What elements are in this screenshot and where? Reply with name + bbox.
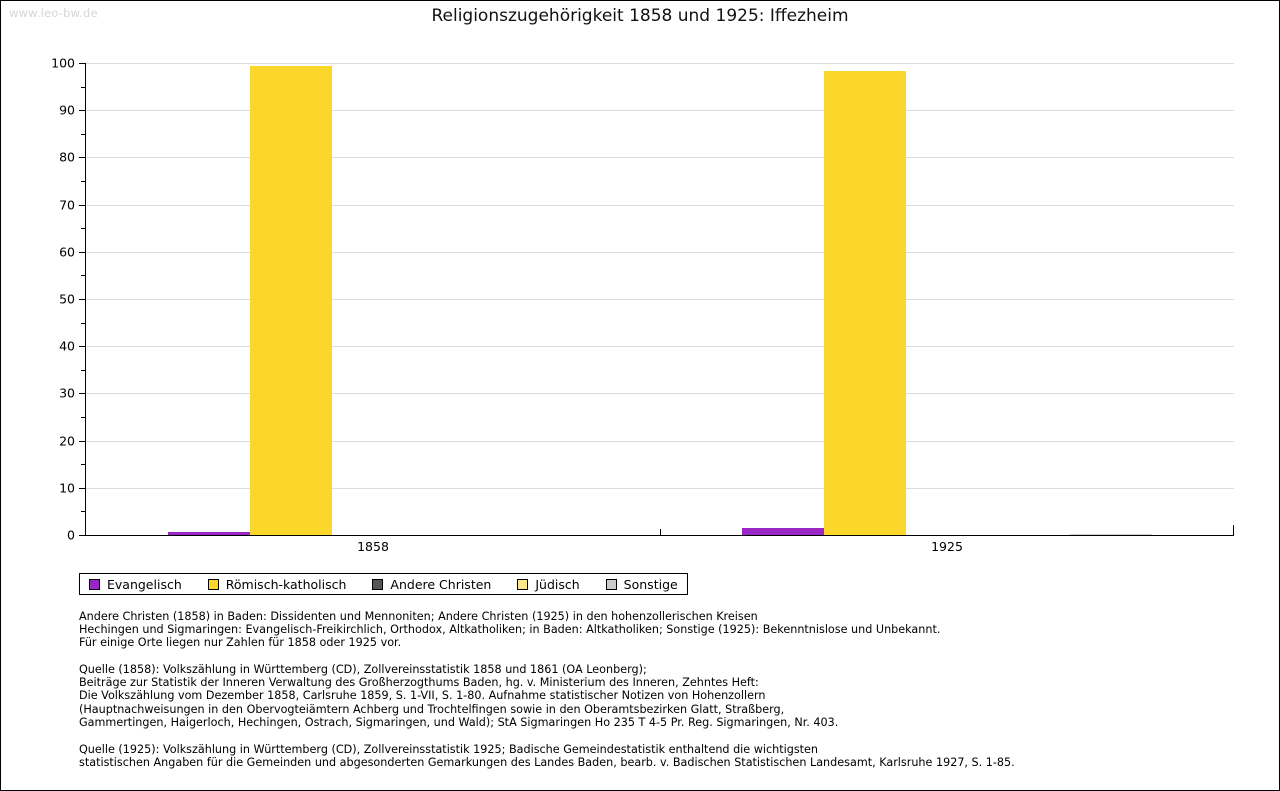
footnote-block: Andere Christen (1858) in Baden: Disside… (79, 610, 1219, 649)
x-axis-category-label: 1858 (357, 539, 389, 554)
footnotes: Andere Christen (1858) in Baden: Disside… (79, 610, 1219, 783)
y-axis-tick-label: 20 (59, 433, 75, 449)
bar[interactable] (1070, 534, 1152, 535)
y-axis-tick (79, 157, 86, 159)
y-axis-minor-tick (81, 181, 86, 182)
gridline (86, 299, 1234, 300)
gridline (86, 63, 1234, 64)
y-axis-tick (79, 204, 86, 206)
footnote-line: Hechingen und Sigmaringen: Evangelisch-F… (79, 623, 941, 637)
legend-label: Jüdisch (535, 576, 580, 592)
y-axis-minor-tick (81, 228, 86, 230)
y-axis-tick (79, 487, 86, 489)
footnote-line: Quelle (1925): Volkszählung in Württembe… (79, 742, 819, 756)
plot-area: 0 10 20 30 40 50 60 70 80 90 100 (51, 56, 1234, 543)
y-axis-tick-label: 40 (59, 338, 75, 354)
page-title: Religionszugehörigkeit 1858 und 1925: If… (431, 6, 849, 26)
x-axis-category-label: 1925 (931, 539, 963, 554)
x-axis-end-tick (1233, 525, 1234, 536)
footnote-line: (Hauptnachweisungen in den Obervogteiämt… (79, 702, 785, 716)
bar[interactable] (742, 528, 824, 535)
watermark: www.leo-bw.de (9, 6, 98, 20)
y-axis-tick (79, 440, 86, 442)
x-axis-line (85, 535, 1234, 536)
y-axis-tick-label: 30 (59, 385, 75, 401)
bar[interactable] (250, 66, 332, 535)
footnote-line: Die Volkszählung vom Dezember 1858, Carl… (79, 689, 766, 703)
legend-item[interactable]: Jüdisch (517, 576, 580, 592)
x-axis-group-separator-tick (660, 529, 661, 536)
footnote-block: Quelle (1925): Volkszählung in Württembe… (79, 743, 1219, 769)
footnote-line: statistischen Angaben für die Gemeinden … (79, 755, 1015, 769)
legend-label: Andere Christen (390, 576, 492, 592)
legend-swatch-icon (372, 578, 384, 590)
gridline (86, 487, 1234, 489)
footnote-line: Quelle (1858): Volkszählung in Württembe… (79, 663, 647, 677)
y-axis-minor-tick (81, 511, 86, 513)
y-axis-tick-label: 10 (59, 480, 75, 496)
gridline (86, 346, 1234, 348)
footnote-line: Für einige Orte liegen nur Zahlen für 18… (79, 636, 402, 650)
legend-label: Sonstige (623, 576, 678, 592)
y-axis-tick (79, 110, 86, 112)
gridline (86, 393, 1234, 395)
legend-swatch-icon (517, 578, 529, 590)
y-axis-tick-label: 0 (67, 527, 75, 543)
legend-swatch-icon (89, 578, 100, 590)
y-axis-minor-tick (81, 133, 86, 135)
y-axis-tick-label: 50 (59, 291, 75, 307)
y-axis-tick-label: 80 (59, 149, 75, 165)
legend-label: Römisch-katholisch (225, 576, 347, 592)
y-axis-tick-label: 100 (51, 55, 75, 71)
y-axis-tick-label: 90 (59, 102, 75, 118)
legend-item[interactable]: Andere Christen (372, 577, 491, 592)
legend-swatch-icon (605, 578, 617, 590)
gridline (86, 157, 1234, 159)
y-axis-tick (79, 63, 86, 64)
gridlines (86, 63, 1234, 535)
y-axis-minor-tick (81, 464, 86, 466)
legend-item[interactable]: Sonstige (605, 576, 678, 592)
y-axis-tick-label: 60 (59, 244, 75, 260)
y-axis-tick-label: 70 (59, 197, 75, 213)
y-axis-minor-tick (81, 86, 86, 88)
y-axis-tick (79, 393, 86, 395)
y-axis-minor-tick (81, 275, 86, 277)
footnote-line: Andere Christen (1858) in Baden: Disside… (79, 610, 758, 623)
y-axis-minor-tick (81, 417, 86, 418)
gridline (86, 110, 1234, 112)
y-axis-tick (79, 251, 86, 253)
y-axis-tick (79, 535, 86, 536)
y-axis-tick (79, 299, 86, 300)
bar[interactable] (824, 70, 906, 535)
y-axis-minor-tick (81, 369, 86, 371)
y-axis-tick (79, 346, 86, 348)
gridline (86, 204, 1234, 206)
y-axis-minor-tick (81, 322, 86, 324)
bar[interactable] (168, 531, 250, 535)
legend-swatch-icon (207, 578, 219, 590)
legend-item[interactable]: Römisch-katholisch (207, 576, 347, 592)
gridline (86, 440, 1234, 442)
footnote-block: Quelle (1858): Volkszählung in Württembe… (79, 663, 1219, 728)
legend-item[interactable]: Evangelisch (89, 577, 182, 592)
legend-label: Evangelisch (107, 576, 182, 592)
footnote-line: Gammertingen, Haigerloch, Hechingen, Ost… (79, 715, 839, 729)
legend: Evangelisch Römisch-katholisch Andere Chri… (79, 573, 688, 595)
footnote-line: Beiträge zur Statistik der Inneren Verwa… (79, 676, 759, 690)
gridline (86, 251, 1234, 253)
